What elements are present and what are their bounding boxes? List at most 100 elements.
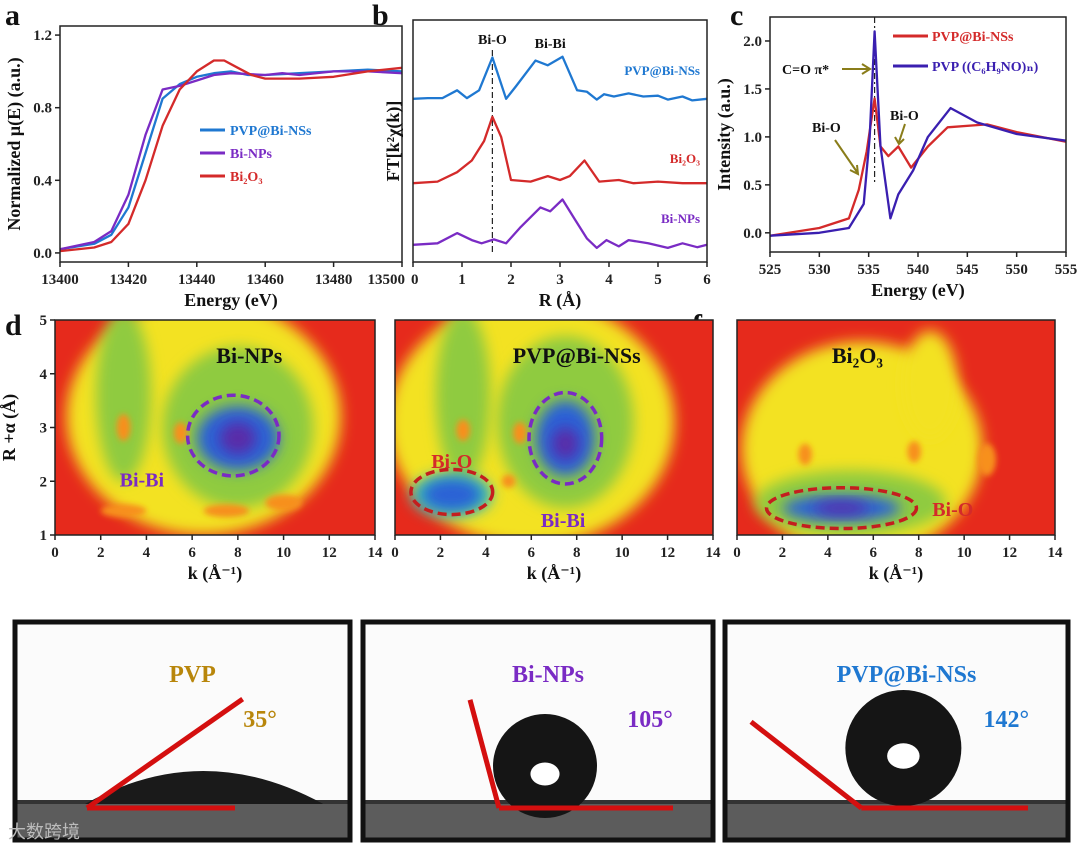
arrow-icon <box>894 123 906 146</box>
x-tick-label: 545 <box>956 262 979 278</box>
droplet-reflection <box>530 762 560 786</box>
x-tick-label: 6 <box>188 545 196 561</box>
x-tick-label: 530 <box>808 262 831 278</box>
x-tick-label: 555 <box>1055 262 1078 278</box>
contour-map <box>395 320 713 535</box>
x-tick-label: 535 <box>857 262 880 278</box>
map-label: Bi-O <box>932 499 973 521</box>
x-tick-label: 0 <box>51 545 59 561</box>
heatmap-feature <box>435 320 491 482</box>
series-line-1 <box>769 30 1067 237</box>
heatmap-feature <box>513 422 527 444</box>
contact-angle-panel-h: Bi-NPs 105° <box>360 619 716 843</box>
x-tick-label: 2 <box>779 545 787 561</box>
x-tick-label: 13400 <box>41 272 79 288</box>
y-tick-label: 1 <box>40 528 48 544</box>
x-tick-label: 10 <box>276 545 291 561</box>
legend-label: PVP@Bi-NSs <box>230 124 312 139</box>
x-tick-label: 12 <box>660 545 675 561</box>
x-tick-label: 6 <box>703 272 711 288</box>
y-tick-label: 2 <box>40 474 48 490</box>
plot-frame <box>54 319 376 536</box>
plot-frame <box>736 319 1056 536</box>
panel-letter-c: c <box>730 0 743 32</box>
x-axis-label: k (Å⁻¹) <box>527 563 581 584</box>
heatmap-feature <box>798 443 812 466</box>
plot-frame <box>412 19 708 263</box>
x-tick-label: 6 <box>528 545 536 561</box>
water-droplet <box>85 771 324 804</box>
heatmap-feature <box>501 474 516 488</box>
heatmap-feature <box>265 494 302 511</box>
x-tick-label: 2 <box>97 545 105 561</box>
legend-label: PVP ((C₆H₉NO)ₙ) <box>932 60 1039 75</box>
y-axis-label: FT[k²χ(k)] <box>383 101 404 182</box>
tangent-line <box>85 696 245 811</box>
series-label: Bi₂O₃ <box>670 151 700 166</box>
y-tick-label: 2.0 <box>743 34 762 50</box>
x-tick-label: 540 <box>907 262 930 278</box>
sample-label: PVP@Bi-NSs <box>837 662 977 688</box>
map-label: Bi-NPs <box>216 343 282 368</box>
contour-map <box>55 320 375 535</box>
x-tick-label: 13460 <box>246 272 284 288</box>
panel-e: 0 2 4 6 8 10 12 14 k (Å⁻¹) PVP@Bi-NSs Bi-O Bi-Bi <box>391 319 721 584</box>
x-tick-label: 12 <box>1002 545 1017 561</box>
series-label: PVP@Bi-NSs <box>624 63 700 78</box>
annotation-bi-o-2: Bi-O <box>890 109 919 124</box>
heatmap-feature <box>203 504 250 518</box>
x-tick-label: 2 <box>507 272 515 288</box>
photo-frame <box>360 619 716 843</box>
tangent-line <box>467 699 502 809</box>
x-tick-label: 13440 <box>178 272 216 288</box>
y-tick-label: 0.4 <box>33 173 52 189</box>
y-tick-label: 1.0 <box>743 130 762 146</box>
series-line-0 <box>769 97 1067 237</box>
x-axis-label: Energy (eV) <box>184 290 277 311</box>
x-tick-label: 8 <box>234 545 242 561</box>
x-tick-label: 4 <box>482 545 490 561</box>
series-label: Bi-NPs <box>661 211 700 226</box>
map-label: Bi-Bi <box>541 510 586 532</box>
heatmap-feature <box>814 501 869 515</box>
annotation-bi-bi: Bi-Bi <box>535 37 566 52</box>
heatmap-feature <box>100 504 147 518</box>
x-axis-label: R (Å) <box>539 290 582 311</box>
plot-frame <box>769 16 1067 253</box>
panel-b: 0 1 2 3 4 5 6 R (Å) FT[k²χ(k)] Bi-O Bi-Bi PVP@Bi-NS… <box>383 19 711 311</box>
heatmap-feature <box>173 422 188 444</box>
x-axis-label: k (Å⁻¹) <box>869 563 923 584</box>
panel-c: 525 530 535 540 545 550 555 0.0 0.5 1.0 1.5 2.0 Ener… <box>714 16 1078 301</box>
series-line-2 <box>59 59 403 253</box>
panel-letter-a: a <box>5 0 20 32</box>
x-tick-label: 13480 <box>315 272 353 288</box>
arrow-icon <box>834 139 860 176</box>
annotation-c-o-pi: C=O π* <box>782 63 829 78</box>
x-tick-label: 1 <box>458 272 466 288</box>
heatmap-feature <box>116 414 131 441</box>
y-tick-label: 0.0 <box>33 246 52 262</box>
y-axis-label: Normalized μ(E) (a.u.) <box>4 57 25 230</box>
panel-a: 13400 13420 13440 13460 13480 13500 0.0 0.4 0.8 1… <box>4 25 405 311</box>
panel-f: 0 2 4 6 8 10 12 14 k (Å⁻¹) Bi₂O₃ Bi-O <box>733 319 1063 584</box>
x-axis-label: Energy (eV) <box>871 280 964 301</box>
heatmap-feature <box>907 440 921 463</box>
x-axis-label: k (Å⁻¹) <box>188 563 242 584</box>
heatmap-feature <box>902 330 958 439</box>
x-tick-label: 10 <box>615 545 630 561</box>
annotation-bi-o-1: Bi-O <box>812 121 841 136</box>
legend-label: Bi-NPs <box>230 147 273 162</box>
map-label: PVP@Bi-NSs <box>513 343 641 368</box>
heatmap-feature <box>96 320 151 482</box>
photo-frame <box>12 619 353 843</box>
map-label: Bi₂O₃ <box>832 343 883 368</box>
x-tick-label: 12 <box>322 545 337 561</box>
series-line-1 <box>59 70 403 251</box>
heatmap-feature <box>219 422 257 455</box>
y-tick-label: 0.0 <box>743 226 762 242</box>
plot-frame <box>59 25 403 263</box>
y-axis-label: Intensity (a.u.) <box>714 78 735 191</box>
